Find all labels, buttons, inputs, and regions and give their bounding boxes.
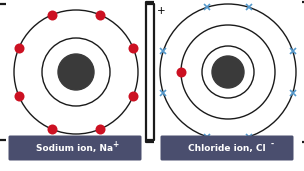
Circle shape — [58, 54, 94, 90]
Point — [178, 71, 183, 73]
Text: +: + — [157, 6, 166, 16]
FancyBboxPatch shape — [9, 135, 141, 161]
Circle shape — [212, 56, 244, 88]
Point — [131, 47, 136, 50]
Text: +: + — [112, 140, 119, 149]
Text: Sodium ion, Na: Sodium ion, Na — [36, 144, 114, 154]
Point — [131, 94, 136, 97]
Point — [97, 13, 102, 16]
Point — [50, 13, 55, 16]
Text: Chloride ion, Cl: Chloride ion, Cl — [188, 144, 266, 154]
Point — [16, 47, 21, 50]
Point — [97, 128, 102, 131]
Point — [50, 128, 55, 131]
Text: -: - — [270, 140, 274, 149]
FancyBboxPatch shape — [161, 135, 293, 161]
Point — [16, 94, 21, 97]
